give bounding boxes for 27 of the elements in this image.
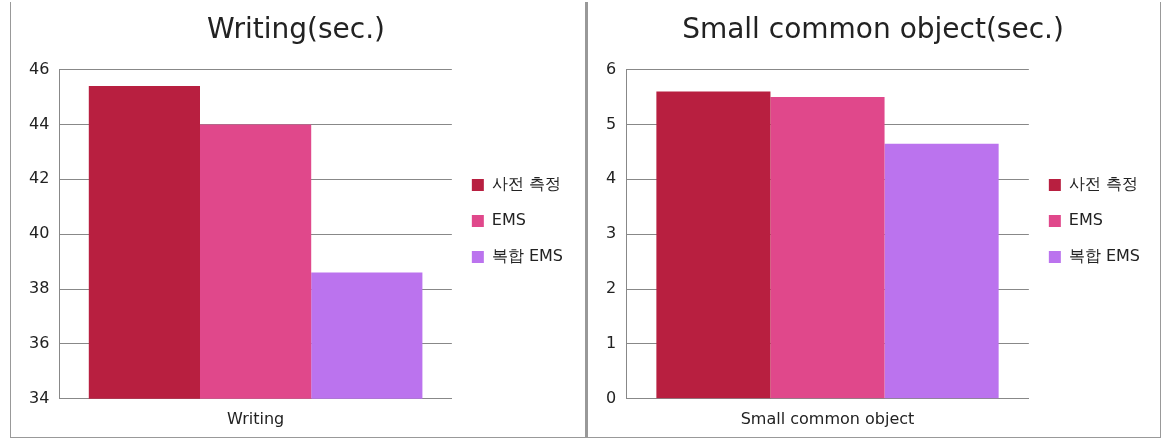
chart-title: Writing(sec.) [207, 12, 385, 46]
legend-label: 복합 EMS [1068, 246, 1140, 266]
legend-label: 사전 측정 [1068, 174, 1138, 194]
legend-label: 복합 EMS [491, 246, 563, 266]
y-tick-label: 42 [29, 168, 50, 188]
legend-label: EMS [491, 210, 526, 230]
legend-label: EMS [1068, 210, 1103, 230]
y-tick-label: 40 [29, 223, 50, 243]
x-tick-label: Small common object [740, 408, 914, 428]
y-tick-label: 3 [605, 223, 616, 243]
y-tick-label: 2 [605, 278, 616, 298]
bar [655, 91, 770, 399]
y-tick-label: 44 [29, 113, 50, 133]
y-tick-label: 46 [29, 58, 50, 78]
y-tick-label: 34 [29, 387, 50, 407]
y-tick-label: 1 [605, 333, 616, 353]
bar [884, 143, 999, 399]
y-tick-label: 6 [605, 58, 616, 78]
y-tick-label: 36 [29, 333, 50, 353]
y-tick-label: 0 [605, 387, 616, 407]
y-tick-label: 4 [605, 168, 616, 188]
y-tick-label: 38 [29, 278, 50, 298]
legend-label: 사전 측정 [491, 174, 561, 194]
chart-title: Small common object(sec.) [681, 12, 1064, 46]
x-tick-label: Writing [227, 408, 285, 428]
bar [769, 97, 885, 399]
y-tick-label: 5 [605, 113, 616, 133]
